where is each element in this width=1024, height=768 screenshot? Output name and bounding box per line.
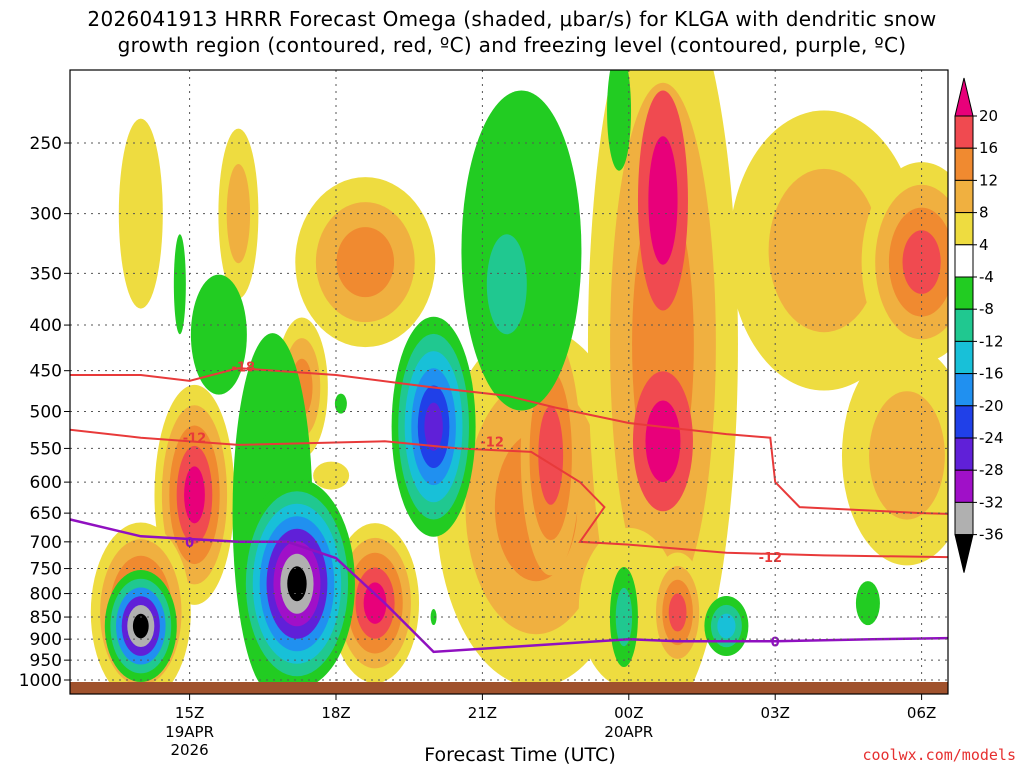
omega-blob-14-ring-3 [902,230,941,294]
colorbar-label-12: -32 [979,493,1004,511]
omega-blob-30-ring-0 [855,581,880,626]
omega-blob-31-ring-0 [430,609,437,626]
colorbar-label-7: -12 [979,332,1004,350]
colorbar-swatch-10 [954,405,974,439]
grid-lines [70,70,948,694]
ytick-label-400: 400 [30,316,62,336]
colorbar-label-11: -28 [979,461,1004,479]
colorbar-swatch-13 [954,501,974,536]
ytick-label-250: 250 [30,134,62,154]
ytick-label-650: 650 [30,504,62,524]
colorbar-label-4: 4 [979,236,989,254]
omega-blob-13-ring-1 [768,168,880,333]
colorbar-label-6: -8 [979,300,994,318]
xtick-sub1-0: 19APR [165,723,214,741]
contour-label-5: 0 [771,635,780,650]
colorbar-label-5: -4 [979,268,994,286]
xtick-sub2-0: 2026 [170,741,209,759]
plot-frame [69,69,949,695]
contour-label-0: -18 [232,360,256,375]
xtick-label-5: 06Z [907,704,936,722]
colorbar-swatch-6 [954,276,974,310]
omega-blob-4-ring-0 [313,461,350,490]
omega-field [90,70,948,694]
omega-blob-17-ring-3 [668,593,687,632]
contour-minus18 [70,367,948,515]
colorbar-label-1: 16 [979,139,998,157]
xtick-label-1: 18Z [321,704,350,722]
omega-blob-21-ring-0 [190,274,247,395]
ytick-label-1000: 1000 [19,671,62,691]
x-axis: 15Z 18Z 21Z 00Z 03Z 06Z [175,694,936,722]
colorbar-label-9: -20 [979,397,1004,415]
omega-blob-2-ring-2 [336,227,395,298]
colorbar-swatch-8 [954,340,974,375]
colorbar-swatch-3 [954,179,974,214]
ground-bar [70,682,948,694]
colorbar-label-8: -16 [979,365,1004,383]
colorbar-label-0: 20 [979,107,998,125]
colorbar-swatch-1 [954,115,974,149]
credit-text: coolwx.com/models [862,746,1016,764]
omega-blob-24-ring-0 [334,393,347,414]
omega-blob-12-ring-1 [645,400,681,483]
colorbar-swatch-12 [954,469,974,503]
xtick-sub1-3: 20APR [604,723,654,741]
ytick-label-950: 950 [30,651,62,671]
omega-blob-23-ring-0 [173,234,186,335]
omega-blob-7-ring-4 [363,582,387,624]
xtick-label-4: 03Z [761,704,790,722]
omega-blob-29-ring-2 [717,613,736,639]
omega-blob-26-ring-5 [132,613,149,639]
ytick-label-700: 700 [30,533,62,553]
colorbar-swatch-0 [954,77,974,117]
omega-blob-11-ring-1 [648,136,678,265]
colorbar-label-3: 8 [979,204,989,222]
omega-blob-27-ring-7 [287,566,307,602]
contour-label-1: -12 [183,432,207,447]
omega-blob-9-ring-2 [538,405,564,505]
colorbar-label-13: -36 [979,526,1004,544]
ytick-label-550: 550 [30,439,62,459]
ytick-label-850: 850 [30,608,62,628]
contour-label-2: -12 [480,435,504,450]
ytick-label-500: 500 [30,403,62,423]
ytick-label-600: 600 [30,473,62,493]
xtick-label-0: 15Z [175,704,204,722]
xtick-label-3: 00Z [614,704,643,722]
omega-blob-5-ring-4 [184,466,205,524]
contour-label-4: 0 [185,536,194,551]
omega-blob-20-ring-0 [607,70,632,171]
chart-title-line1: 2026041913 HRRR Forecast Omega (shaded, … [87,7,937,31]
colorbar: 20 16 12 8 4 -4 -8 -12 -16 -20 -24 -28 -32 -36 [954,77,1004,573]
contour-minus12 [70,428,948,559]
colorbar-swatch-2 [954,147,974,181]
x-axis-title: Forecast Time (UTC) [424,744,616,766]
chart-title-line2: growth region (contoured, red, ºC) and f… [117,33,907,57]
ytick-label-750: 750 [30,560,62,580]
omega-blob-25-ring-5 [424,402,443,451]
colorbar-swatch-9 [954,373,974,407]
omega-blob-19-ring-0 [486,234,527,335]
colorbar-swatch-7 [954,308,974,342]
xtick-label-2: 21Z [468,704,497,722]
ytick-label-900: 900 [30,630,62,650]
colorbar-swatch-5 [954,244,974,278]
ytick-label-300: 300 [30,205,62,225]
ytick-label-450: 450 [30,362,62,382]
colorbar-swatch-14 [954,534,974,573]
ytick-label-350: 350 [30,264,62,284]
ytick-label-800: 800 [30,585,62,605]
y-axis: 2503003504004505005506006507007508008509… [19,134,70,691]
contour-label-3: -12 [759,551,783,566]
colorbar-label-10: -24 [979,429,1004,447]
colorbar-swatch-11 [954,437,974,471]
colorbar-swatch-4 [954,212,974,246]
colorbar-label-2: 12 [979,171,998,189]
omega-blob-15-ring-1 [869,391,945,520]
